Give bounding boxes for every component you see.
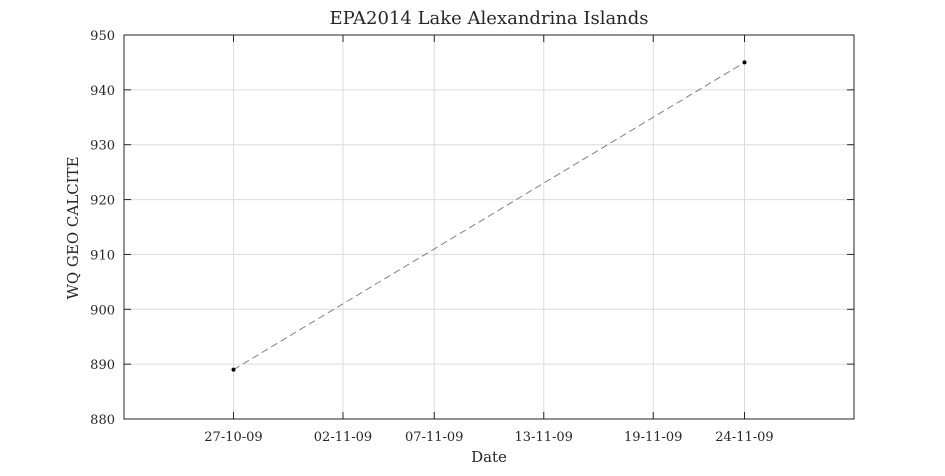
x-tick-label: 02-11-09 <box>314 430 372 445</box>
y-tick-label: 900 <box>90 303 115 318</box>
chart-title: EPA2014 Lake Alexandrina Islands <box>329 8 648 29</box>
y-axis-title: WQ GEO CALCITE <box>64 156 82 299</box>
y-tick-label: 930 <box>90 139 115 154</box>
y-tick-label: 950 <box>90 29 115 44</box>
x-tick-label: 07-11-09 <box>405 430 463 445</box>
tick-layer: 27-10-09 02-11-09 07-11-09 13-11-09 19-11-09… <box>90 29 854 445</box>
y-tick-label: 940 <box>90 84 115 99</box>
y-tick-label: 880 <box>90 413 115 428</box>
series-layer <box>231 60 747 372</box>
data-point <box>742 60 747 65</box>
x-tick-label: 27-10-09 <box>204 430 262 445</box>
x-axis-title: Date <box>471 448 507 466</box>
data-point <box>231 367 236 372</box>
x-tick-label: 19-11-09 <box>624 430 682 445</box>
x-tick-label: 24-11-09 <box>715 430 773 445</box>
y-tick-label: 920 <box>90 194 115 209</box>
grid-layer <box>124 34 854 420</box>
x-tick-label: 13-11-09 <box>515 430 573 445</box>
series-line <box>233 62 745 371</box>
plot-frame <box>123 34 855 420</box>
y-tick-label: 910 <box>90 248 115 263</box>
y-tick-label: 890 <box>90 358 115 373</box>
